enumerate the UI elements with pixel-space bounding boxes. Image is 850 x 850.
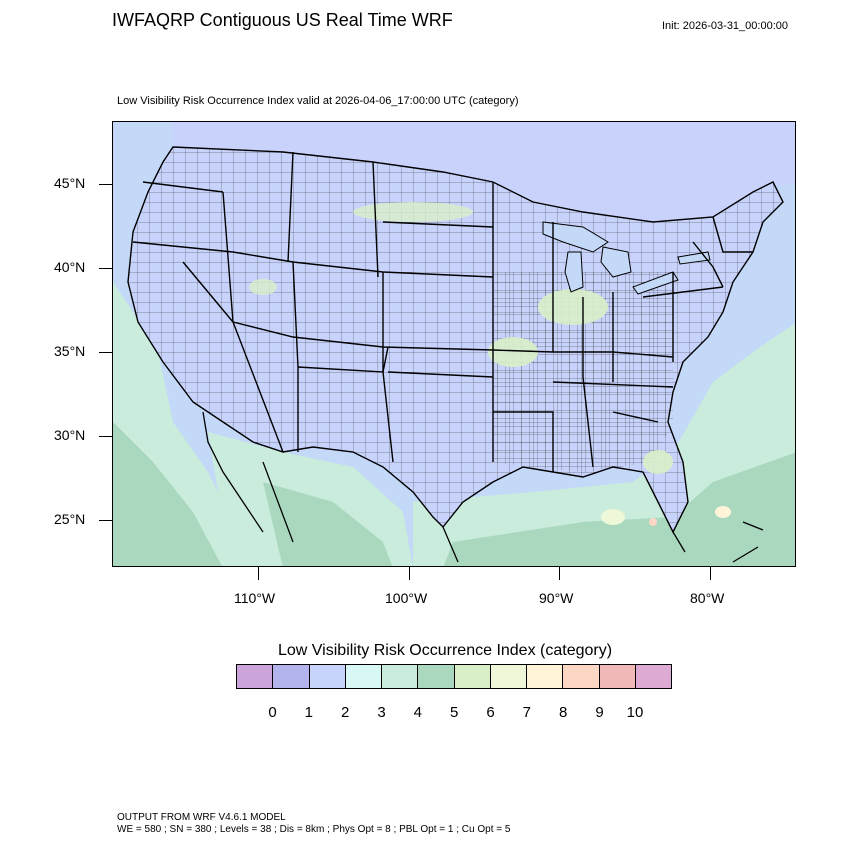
lat-tick-45: [99, 184, 112, 185]
lat-tick-40: [99, 268, 112, 269]
lon-label-100: 100°W: [385, 590, 428, 606]
lake-erie: [632, 271, 679, 295]
lake-huron: [600, 246, 632, 278]
category-7-area-gulf: [601, 509, 625, 525]
gulf-atlantic-dark: [443, 452, 795, 566]
lake-michigan: [564, 251, 584, 293]
lon-label-110: 110°W: [234, 590, 276, 606]
colorbar-swatch: [309, 665, 346, 688]
init-time: Init: 2026-03-31_00:00:00: [662, 20, 788, 32]
colorbar-label: 2: [341, 704, 350, 721]
colorbar-swatch: [527, 665, 564, 688]
colorbar-label: 0: [268, 704, 277, 721]
colorbar-swatch: [382, 665, 419, 688]
colorbar-swatch: [490, 665, 527, 688]
colorbar-label: 6: [486, 704, 495, 721]
category-6-area-missouri: [488, 337, 538, 367]
lon-tick-80: [710, 567, 711, 580]
canada-land: [173, 122, 795, 222]
lake-ontario: [677, 251, 711, 265]
category-6-area-florida: [643, 450, 673, 474]
plot-title: IWFAQRP Contiguous US Real Time WRF: [112, 10, 453, 30]
lon-tick-90: [559, 567, 560, 580]
lon-label-90: 90°W: [539, 590, 574, 606]
colorbar-swatch: [345, 665, 382, 688]
us-map: [113, 122, 795, 566]
colorbar-title: Low Visibility Risk Occurrence Index (ca…: [278, 642, 613, 659]
colorbar-swatch: [599, 665, 636, 688]
colorbar: [236, 664, 672, 689]
category-9-spot: [649, 518, 657, 526]
colorbar-swatch: [273, 665, 310, 688]
lat-tick-30: [99, 436, 112, 437]
colorbar-swatch: [635, 665, 671, 688]
colorbar-label: 9: [595, 704, 604, 721]
colorbar-label: 8: [559, 704, 568, 721]
colorbar-label: 10: [626, 704, 644, 721]
state-boundaries: [127, 146, 784, 534]
colorbar-swatch: [237, 665, 274, 688]
lat-tick-35: [99, 352, 112, 353]
colorbar-label: 4: [413, 704, 422, 721]
lon-label-80: 80°W: [690, 590, 725, 606]
lat-label-35: 35°N: [54, 343, 86, 359]
lon-tick-110: [258, 567, 259, 580]
lat-label-25: 25°N: [54, 511, 86, 527]
category-8-area-atlantic: [715, 506, 731, 518]
lat-label-40: 40°N: [54, 259, 86, 275]
lat-tick-25: [99, 520, 112, 521]
lon-tick-100: [409, 567, 410, 580]
colorbar-label: 3: [377, 704, 386, 721]
category-6-area-indiana: [538, 289, 608, 325]
mexico-land-dark: [263, 482, 393, 566]
category-6-area-north: [353, 202, 473, 222]
colorbar-swatch: [563, 665, 600, 688]
plot-subtitle: Low Visibility Risk Occurrence Index val…: [117, 95, 519, 107]
footer-config-line: WE = 580 ; SN = 380 ; Levels = 38 ; Dis …: [117, 824, 511, 835]
colorbar-swatch: [454, 665, 491, 688]
colorbar-label: 1: [304, 704, 313, 721]
coastlines: [202, 411, 764, 563]
footer-model-line: OUTPUT FROM WRF V4.6.1 MODEL: [117, 812, 286, 823]
lat-label-30: 30°N: [54, 427, 86, 443]
map-panel: [112, 121, 796, 567]
colorbar-swatch: [418, 665, 455, 688]
lake-superior: [542, 221, 609, 253]
pacific-shading-dark: [113, 422, 222, 566]
colorbar-label: 5: [450, 704, 459, 721]
colorbar-label: 7: [522, 704, 531, 721]
lat-label-45: 45°N: [54, 175, 86, 191]
category-6-area-utah: [249, 279, 277, 295]
